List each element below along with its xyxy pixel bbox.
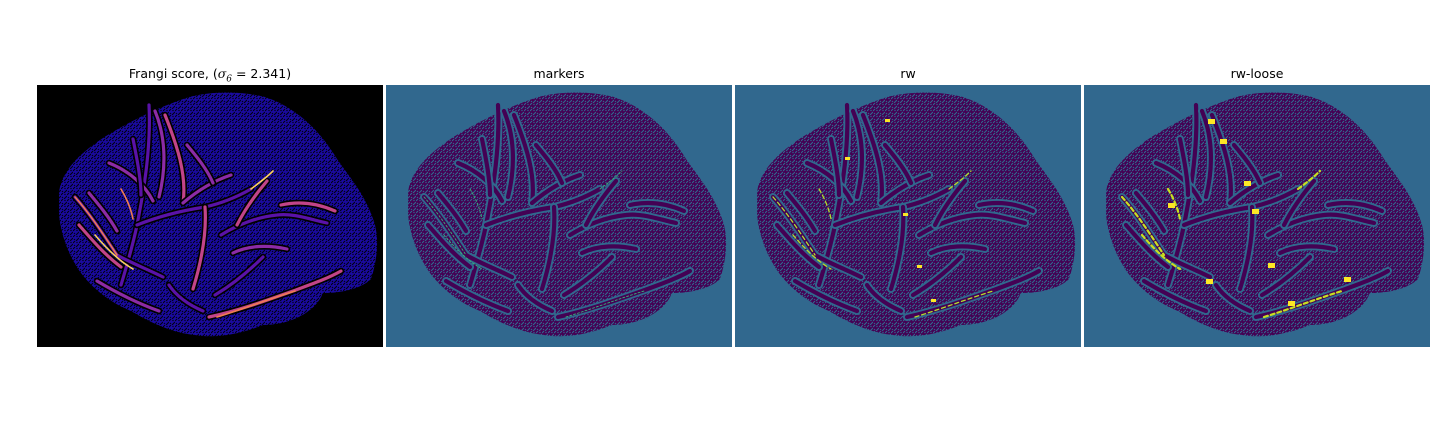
- vessel-network: [420, 101, 694, 321]
- rw-panel-title: rw: [900, 66, 916, 81]
- vessel-network: [769, 101, 1043, 321]
- vessel-network: [1118, 101, 1392, 321]
- frangi-panel-title: Frangi score, (σ6 = 2.341): [128, 66, 292, 85]
- rw-svg: [735, 85, 1081, 347]
- vessel-network: [71, 101, 345, 321]
- rw-loose-image: [1084, 85, 1430, 347]
- markers-image: [386, 85, 732, 347]
- markers-panel-title: markers: [533, 66, 585, 81]
- rw-image: [735, 85, 1081, 347]
- frangi-score-image: [37, 85, 383, 347]
- frangi-score-svg: [37, 85, 383, 347]
- markers-svg: [386, 85, 732, 347]
- rw-loose-panel-title: rw-loose: [1230, 66, 1284, 81]
- rw-loose-svg: [1084, 85, 1430, 347]
